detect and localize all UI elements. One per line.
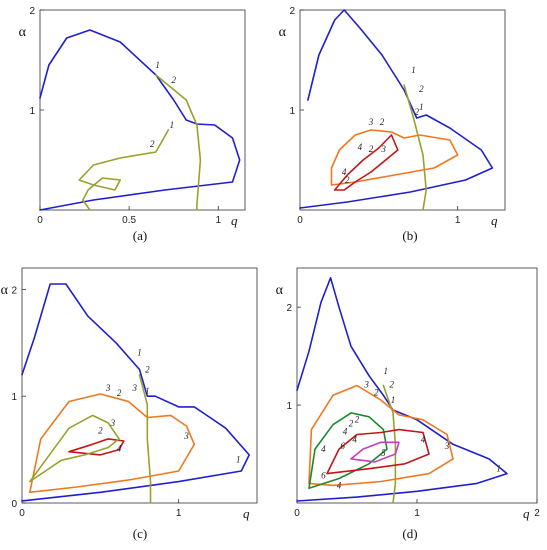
curve-number-label: 2 (117, 388, 122, 398)
curve-1 (39, 29, 241, 211)
curve-number-label: 2 (419, 84, 424, 94)
panel-label: (c) (133, 526, 147, 541)
curve-1 (21, 283, 250, 502)
y-tick-label: 2 (29, 6, 35, 17)
x-axis-label: q (231, 213, 238, 228)
y-axis-label: α (19, 25, 27, 40)
curve-number-label: 1 (411, 65, 416, 75)
x-axis-label: q (491, 213, 498, 228)
curve-number-label: 3 (105, 383, 111, 393)
curve-number-label: 1 (170, 120, 175, 130)
curve-3 (28, 393, 196, 494)
curve-number-label: 4 (352, 434, 357, 444)
curve-number-label: 3 (110, 418, 116, 428)
curve-number-label: 4 (358, 142, 363, 152)
curve-number-label: 1 (145, 386, 150, 396)
curve-number-label: 6 (340, 441, 345, 451)
x-tick-label: 2 (534, 508, 540, 519)
curve-number-label: 4 (342, 167, 347, 177)
curve-number-label: 2 (390, 379, 395, 389)
curve-number-label: 2 (414, 107, 419, 117)
y-axis-label: α (279, 25, 287, 40)
curve-number-label: 2 (145, 365, 150, 375)
y-tick-label: 0 (11, 499, 17, 510)
curve-2b (28, 414, 120, 483)
x-tick-label: 1 (455, 215, 461, 226)
curve-2 (403, 84, 428, 211)
curve-number-label: 3 (368, 117, 374, 127)
y-tick-label: 1 (286, 401, 292, 412)
panel-1: 0 0.5 1 1 2 q α 1 2 1 2 (a) (19, 6, 246, 243)
curve-number-label: 2 (150, 139, 155, 149)
curve-number-label: 3 (363, 379, 369, 389)
curve-number-label: 4 (343, 426, 348, 436)
curve-2b (78, 129, 170, 211)
curve-number-label: 4 (421, 434, 426, 444)
curve-number-label: 6 (321, 471, 326, 481)
curve-number-label: 3 (444, 441, 450, 451)
curve-number-label: 1 (496, 464, 501, 474)
curve-3 (308, 384, 454, 487)
curve-5 (350, 441, 400, 463)
curve-number-label: 4 (117, 444, 122, 454)
curve-3 (330, 129, 459, 186)
curve-number-label: 3 (183, 431, 189, 441)
curve-4 (68, 438, 125, 456)
panel-label: (d) (402, 526, 417, 541)
x-tick-label: 0 (19, 508, 25, 519)
curve-number-label: 3 (132, 383, 138, 393)
y-tick-label: 1 (289, 106, 295, 117)
x-axis-label: q (243, 506, 250, 521)
y-tick-label: 1 (29, 106, 35, 117)
panel-label: (a) (133, 228, 147, 243)
y-axis-label: α (276, 283, 284, 298)
x-tick-label: 1 (414, 508, 420, 519)
y-tick-label: 2 (289, 6, 295, 17)
curve-2 (138, 373, 152, 504)
x-tick-label: 0 (37, 215, 43, 226)
x-tick-label: 0.5 (122, 215, 136, 226)
curve-number-label: 2 (380, 117, 385, 127)
curve-4 (333, 134, 399, 191)
y-tick-label: 1 (11, 392, 17, 403)
curve-number-label: 2 (171, 75, 176, 85)
x-tick-label: 0 (294, 508, 300, 519)
curve-number-label: 1 (137, 348, 142, 358)
curve-4 (326, 428, 430, 475)
curve-2 (155, 74, 202, 211)
curve-1 (299, 9, 494, 209)
plot-frame (39, 9, 246, 211)
curve-2 (382, 384, 397, 504)
panel-label: (b) (402, 228, 417, 243)
curve-number-label: 2 (374, 387, 379, 397)
y-axis-label: α (1, 283, 9, 298)
curve-number-label: 2 (98, 426, 103, 436)
curve-number-label: 1 (155, 60, 160, 70)
curve-1 (296, 276, 508, 502)
curve-number-label: 1 (419, 102, 424, 112)
curve-number-label: 4 (321, 444, 326, 454)
curve-number-label: 2 (355, 415, 360, 425)
curve-number-label: 5 (381, 448, 386, 458)
y-tick-label: 2 (286, 303, 292, 314)
y-tick-label: 2 (11, 285, 17, 296)
curve-number-label: 4 (337, 480, 342, 490)
x-tick-label: 1 (176, 508, 182, 519)
plot-frame (21, 267, 258, 504)
x-tick-label: 1 (215, 215, 221, 226)
x-axis-label: q (523, 506, 530, 521)
curve-number-label: 1 (384, 366, 389, 376)
curve-number-label: 2 (369, 144, 374, 154)
curve-number-label: 2 (349, 419, 354, 429)
curve-number-label: 1 (236, 454, 241, 464)
curve-number-label: 2 (345, 175, 350, 185)
x-tick-label: 0 (297, 215, 303, 226)
curve-number-label: 1 (391, 395, 396, 405)
curve-number-label: 3 (380, 144, 386, 154)
